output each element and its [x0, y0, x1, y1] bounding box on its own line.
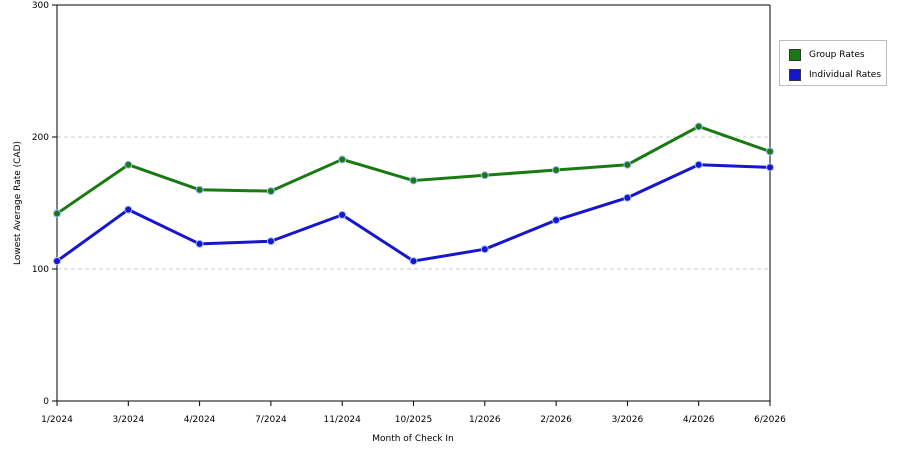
axes	[56, 4, 771, 402]
x-tick-label: 3/2026	[612, 415, 644, 425]
legend-label-individual-rates: Individual Rates	[809, 70, 882, 80]
series	[53, 122, 774, 266]
data-point-group-rates	[623, 160, 632, 169]
data-point-individual-rates	[766, 163, 774, 172]
x-tick-label: 1/2024	[41, 415, 73, 425]
x-tick-label: 10/2025	[395, 415, 432, 425]
x-tick-label: 4/2026	[683, 415, 715, 425]
legend-item-group-rates: Group Rates	[789, 48, 865, 62]
y-tick-label: 100	[32, 265, 49, 275]
series-line-group-rates	[56, 124, 771, 215]
y-tick-label: 200	[32, 133, 49, 143]
data-point-group-rates	[53, 209, 61, 218]
x-tick-label: 7/2024	[255, 415, 287, 425]
gridlines	[57, 136, 770, 270]
legend: Group Rates Individual Rates	[779, 40, 887, 86]
legend-item-individual-rates: Individual Rates	[789, 68, 881, 82]
x-tick-label: 1/2026	[469, 415, 501, 425]
data-point-group-rates	[766, 147, 774, 156]
x-tick-label: 11/2024	[324, 415, 362, 425]
y-tick-label: 300	[32, 1, 49, 11]
series-individual-rates	[53, 160, 774, 266]
data-point-group-rates	[266, 187, 275, 196]
x-tick-label: 4/2024	[184, 415, 216, 425]
data-point-individual-rates	[409, 257, 418, 266]
legend-swatch-group-rates	[789, 49, 801, 61]
data-point-individual-rates	[694, 160, 703, 169]
y-axis-title: Lowest Average Rate (CAD)	[13, 141, 23, 265]
data-point-individual-rates	[338, 210, 347, 219]
data-point-group-rates	[124, 160, 133, 169]
data-point-individual-rates	[195, 239, 204, 248]
legend-swatch-individual-rates	[789, 69, 801, 81]
data-point-group-rates	[694, 122, 703, 131]
x-tick-label: 2/2026	[540, 415, 572, 425]
data-point-individual-rates	[552, 216, 561, 225]
data-point-group-rates	[195, 185, 204, 194]
y-ticks: 0 100 200 300	[32, 1, 57, 407]
x-axis-title: Month of Check In	[372, 434, 454, 444]
x-ticks: 1/2024 3/2024 4/2024 7/2024 11/2024 10/2025 1/…	[41, 401, 786, 425]
data-point-individual-rates	[266, 237, 275, 246]
data-point-individual-rates	[124, 205, 133, 214]
legend-label-group-rates: Group Rates	[809, 50, 865, 60]
data-point-group-rates	[552, 166, 561, 174]
x-tick-label: 6/2026	[754, 415, 786, 425]
data-point-group-rates	[338, 155, 347, 164]
data-point-individual-rates	[623, 193, 632, 202]
y-tick-label: 0	[43, 397, 49, 407]
data-point-group-rates	[409, 176, 418, 185]
data-point-individual-rates	[53, 257, 61, 266]
series-group-rates	[53, 122, 774, 218]
data-point-group-rates	[480, 171, 489, 180]
x-tick-label: 3/2024	[112, 415, 144, 425]
data-point-individual-rates	[480, 245, 489, 254]
